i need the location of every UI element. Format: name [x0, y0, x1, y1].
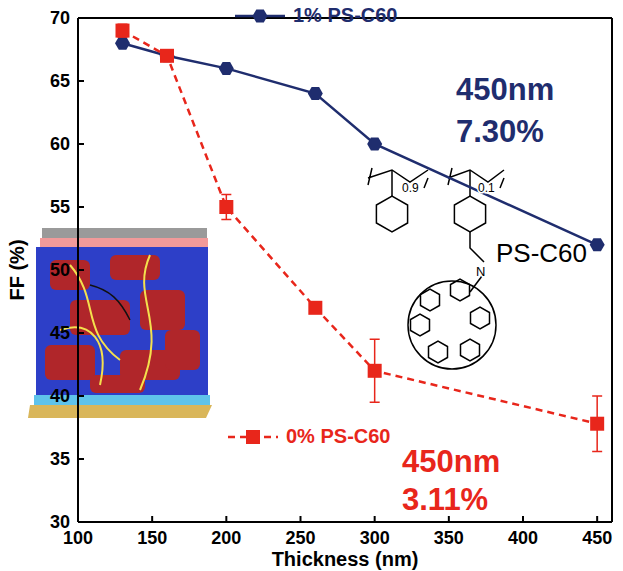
- bond: [470, 232, 484, 262]
- ring: [429, 341, 448, 363]
- legend-label: 1% PS-C60: [293, 4, 398, 26]
- x-tick-label: 200: [211, 528, 241, 548]
- x-tick-label: 300: [360, 528, 390, 548]
- active-layer: [36, 247, 208, 395]
- domain: [110, 255, 160, 280]
- molecule: [368, 168, 504, 369]
- data-point: [367, 138, 382, 151]
- ring: [376, 196, 407, 232]
- x-tick: [374, 516, 376, 522]
- data-point: [219, 200, 233, 214]
- axes: 1001502002503003504004503035404550556065…: [6, 8, 612, 570]
- electrode-top: [42, 228, 207, 238]
- x-tick-label: 150: [137, 528, 167, 548]
- x-tick-label: 400: [508, 528, 538, 548]
- annotation: 0.9: [402, 181, 419, 195]
- ring: [411, 314, 430, 336]
- series-line: [123, 43, 598, 245]
- ring: [451, 279, 470, 301]
- device-inset: [28, 228, 212, 418]
- y-axis-title: FF (%): [6, 239, 28, 300]
- x-axis-line: [78, 521, 612, 523]
- y-tick: [78, 395, 84, 397]
- domain: [50, 260, 90, 290]
- x-tick-label: 350: [434, 528, 464, 548]
- y-tick-label: 40: [50, 386, 70, 406]
- annotation: 7.30%: [456, 114, 544, 149]
- legend-marker: [253, 10, 268, 23]
- y-tick-label: 50: [50, 260, 70, 280]
- plot-area: [115, 24, 605, 452]
- y-tick: [78, 332, 84, 334]
- ring: [421, 289, 440, 311]
- data-point: [160, 49, 174, 63]
- x-tick: [300, 516, 302, 522]
- fullerene: [408, 281, 496, 369]
- domain: [140, 290, 185, 330]
- y-tick: [78, 80, 84, 82]
- y-tick: [78, 143, 84, 145]
- data-point: [116, 24, 130, 38]
- data-point: [115, 37, 130, 50]
- annotation: 450nm: [456, 72, 554, 107]
- legend-label: 0% PS-C60: [286, 425, 391, 447]
- x-axis-title: Thickness (nm): [272, 548, 419, 570]
- y-tick: [78, 521, 84, 523]
- x-tick-label: 250: [285, 528, 315, 548]
- legend-entry: 0% PS-C60: [228, 425, 391, 447]
- y-tick: [78, 17, 84, 19]
- data-point: [219, 62, 234, 75]
- legend-entry: 1% PS-C60: [235, 4, 398, 26]
- x-tick: [225, 516, 227, 522]
- annotation: 3.11%: [402, 482, 488, 517]
- frame-right: [611, 18, 613, 522]
- pathway: [60, 255, 152, 390]
- y-tick-label: 70: [50, 8, 70, 28]
- data-point: [590, 238, 605, 251]
- x-tick: [151, 516, 153, 522]
- ring: [471, 307, 490, 329]
- annotation: 0.1: [478, 181, 495, 195]
- annotation: 450nm: [402, 444, 500, 479]
- y-tick: [78, 269, 84, 271]
- series-line: [123, 31, 598, 424]
- y-tick: [78, 206, 84, 208]
- data-point: [308, 301, 322, 315]
- layer-top: [40, 238, 208, 247]
- annotation: N: [476, 264, 485, 279]
- domain: [45, 345, 95, 380]
- x-tick: [596, 516, 598, 522]
- domain: [165, 330, 200, 370]
- data-point: [590, 417, 604, 431]
- y-tick-label: 60: [50, 134, 70, 154]
- legend-marker: [246, 430, 260, 444]
- data-point: [160, 49, 175, 62]
- carrier-path: [90, 285, 130, 320]
- y-tick-label: 45: [50, 323, 70, 343]
- x-tick-label: 450: [582, 528, 612, 548]
- substrate: [28, 405, 212, 418]
- domain: [90, 375, 145, 393]
- annotation: PS-C60: [496, 238, 587, 268]
- data-point: [308, 87, 323, 100]
- ring: [454, 196, 485, 232]
- y-tick-label: 55: [50, 197, 70, 217]
- y-tick-label: 30: [50, 512, 70, 532]
- y-tick-label: 35: [50, 449, 70, 469]
- y-tick: [78, 458, 84, 460]
- ring: [461, 339, 480, 361]
- chart: 1001502002503003504004503035404550556065…: [0, 0, 623, 571]
- y-tick-label: 65: [50, 71, 70, 91]
- x-tick: [522, 516, 524, 522]
- data-point: [368, 364, 382, 378]
